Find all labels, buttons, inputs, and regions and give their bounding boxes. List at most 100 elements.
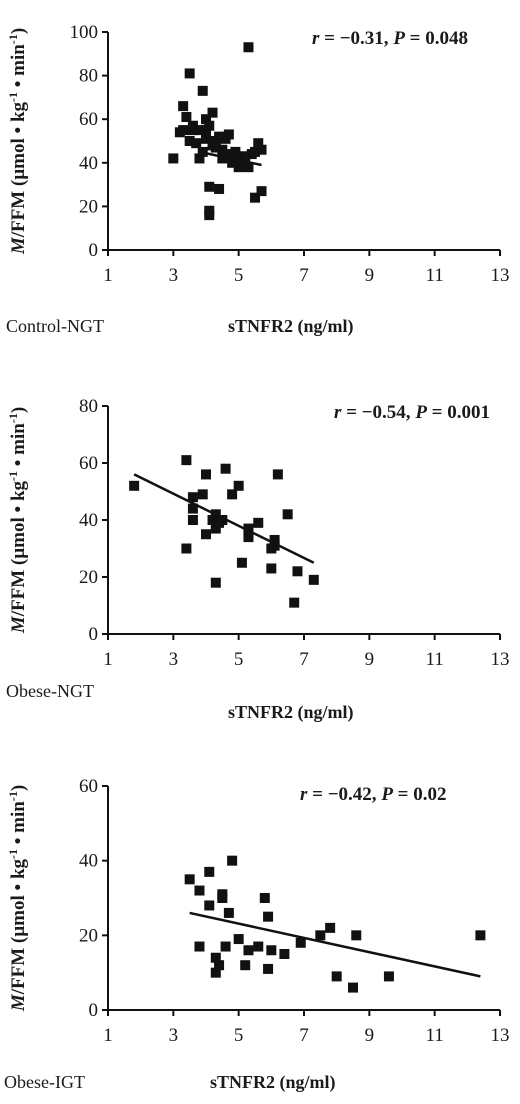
y-label-italic: M: [8, 993, 29, 1012]
data-point: [259, 893, 270, 903]
data-point: [295, 937, 306, 948]
x-tick-label: 1: [103, 649, 113, 670]
r-symbol: r: [334, 402, 342, 423]
data-point: [214, 960, 225, 971]
correlation-annotation: r = −0.54, P = 0.001: [334, 402, 490, 423]
data-point: [351, 930, 362, 941]
data-point: [178, 101, 189, 112]
y-tick-label: 80: [79, 66, 98, 87]
x-axis-label: sTNFR2 (ng/ml): [210, 1072, 336, 1093]
y-tick-label: 0: [89, 240, 99, 261]
data-point: [227, 157, 238, 168]
r-value: = −0.42,: [307, 784, 381, 805]
data-point: [308, 574, 319, 585]
data-point: [250, 192, 260, 203]
data-point: [204, 900, 215, 911]
p-symbol: P: [414, 402, 427, 423]
data-point: [210, 967, 221, 978]
data-point: [168, 153, 179, 164]
group-label: Control-NGT: [6, 316, 104, 336]
y-label-superscript: -1: [6, 849, 20, 859]
y-label-text: ): [8, 785, 29, 791]
data-point: [256, 144, 267, 155]
y-label-text: • min: [8, 801, 29, 849]
data-point: [184, 68, 195, 79]
data-point: [243, 42, 254, 53]
data-point: [475, 930, 486, 941]
data-point: [230, 151, 241, 162]
x-tick-label: 11: [426, 265, 444, 286]
y-label-superscript: -1: [6, 92, 20, 102]
data-point: [178, 125, 189, 136]
x-tick-label: 3: [169, 1025, 179, 1046]
x-tick-label: 11: [426, 1025, 444, 1046]
data-point: [253, 138, 264, 149]
y-tick-label: 100: [70, 22, 99, 43]
data-point: [243, 162, 254, 173]
data-point: [266, 563, 277, 574]
data-point: [227, 489, 238, 500]
data-point: [197, 489, 208, 500]
y-label-text: ): [8, 28, 29, 34]
data-point: [236, 557, 247, 568]
data-point: [279, 949, 290, 959]
data-point: [204, 866, 215, 877]
data-point: [233, 162, 244, 173]
x-tick-label: 1: [103, 1025, 113, 1046]
correlation-annotation: r = −0.42, P = 0.02: [300, 784, 447, 805]
data-point: [269, 534, 280, 545]
y-label-superscript: -1: [6, 471, 20, 481]
data-point: [220, 149, 231, 160]
data-point: [201, 114, 211, 125]
y-label-italic: M: [8, 236, 29, 255]
data-point: [191, 138, 202, 149]
y-label-text: /FFM (µmol • kg: [8, 480, 29, 617]
data-point: [253, 517, 264, 528]
x-tick-label: 5: [234, 265, 244, 286]
data-point: [204, 120, 215, 131]
data-point: [227, 855, 238, 866]
x-tick-label: 1: [103, 265, 113, 286]
r-value: = −0.54,: [341, 402, 415, 423]
p-symbol: P: [392, 28, 405, 49]
data-point: [194, 153, 205, 164]
y-label-text: • min: [8, 44, 29, 92]
data-point: [210, 577, 221, 588]
p-symbol: P: [380, 784, 393, 805]
data-point: [184, 136, 195, 146]
data-point: [266, 945, 277, 956]
data-point: [210, 952, 221, 963]
y-tick-label: 20: [79, 196, 98, 217]
data-point: [194, 885, 205, 896]
x-tick-label: 9: [365, 265, 375, 286]
y-tick-label: 0: [89, 1000, 99, 1021]
p-value: = 0.001: [427, 402, 490, 423]
data-point: [331, 971, 342, 982]
data-point: [207, 107, 218, 118]
data-point: [272, 469, 283, 480]
data-point: [194, 941, 205, 952]
x-tick-label: 9: [365, 649, 375, 670]
y-tick-label: 60: [79, 109, 98, 130]
y-label-italic: M: [8, 615, 29, 634]
data-point: [250, 146, 260, 157]
y-tick-label: 40: [79, 153, 98, 174]
data-point: [217, 893, 228, 903]
p-value: = 0.02: [393, 784, 447, 805]
x-tick-label: 11: [426, 649, 444, 670]
data-point: [194, 125, 205, 136]
data-point: [187, 120, 198, 131]
data-point: [217, 515, 228, 525]
data-point: [220, 463, 231, 474]
y-tick-label: 20: [79, 925, 98, 946]
data-point: [210, 523, 221, 534]
x-axis-label: sTNFR2 (ng/ml): [228, 702, 354, 723]
data-point: [263, 911, 274, 922]
data-point: [187, 492, 198, 503]
data-point: [348, 982, 358, 993]
data-point: [233, 934, 244, 945]
r-symbol: r: [300, 784, 308, 805]
data-point: [181, 112, 192, 123]
